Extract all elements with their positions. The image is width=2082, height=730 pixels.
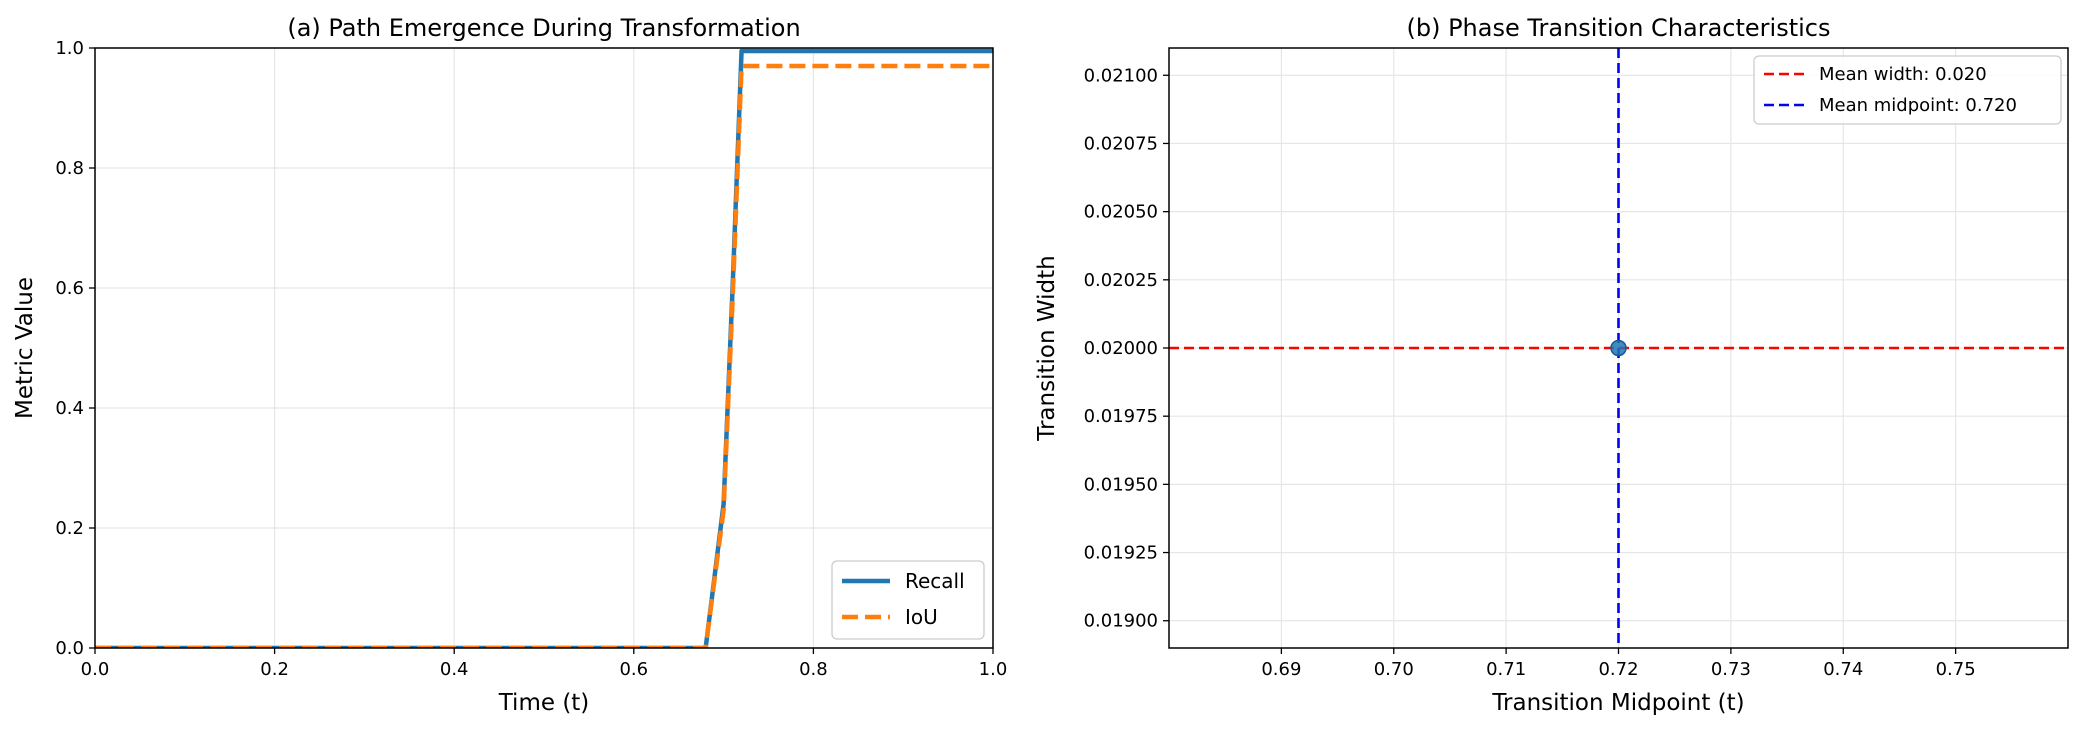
chart-title: (b) Phase Transition Characteristics: [1406, 14, 1830, 42]
series-line-iou: [95, 63, 993, 648]
legend: Mean width: 0.020 Mean midpoint: 0.720: [1753, 55, 2062, 125]
x-tick-label: 0.72: [1598, 659, 1638, 680]
x-axis-label: Time (t): [498, 690, 590, 716]
y-axis-label: Transition Width: [1034, 255, 1060, 441]
y-tick-label: 1.0: [55, 38, 84, 59]
legend-label-recall: Recall: [905, 569, 965, 593]
scatter-point: [1610, 339, 1627, 357]
data-layer: [1169, 48, 2068, 648]
y-tick-label: 0.0: [55, 638, 84, 659]
x-tick-label: 0.73: [1711, 659, 1751, 680]
chart-panel-a: 0.0 0.2 0.4 0.6 0.8 1.0 0.0 0.2 0.4 0.6 0.8 1.0 (a) …: [12, 14, 1007, 716]
x-tick-label: 0.70: [1374, 659, 1414, 680]
legend: Recall IoU: [831, 560, 985, 640]
chart-panel-b: 0.69 0.70 0.71 0.72 0.73 0.74 0.75 0.01900 0.019…: [1034, 14, 2069, 716]
y-tick-label: 0.02100: [1084, 65, 1158, 86]
y-tick-label: 0.6: [55, 278, 84, 299]
x-tick-label: 0.8: [799, 659, 828, 680]
legend-label-0: Mean width: 0.020: [1819, 64, 1987, 85]
legend-label-1: Mean midpoint: 0.720: [1819, 95, 2017, 116]
y-tick-label: 0.2: [55, 518, 84, 539]
x-tick-label: 0.2: [260, 659, 289, 680]
x-tick-label: 1.0: [979, 659, 1008, 680]
legend-box: [1753, 55, 2062, 125]
x-tick-label: 0.0: [81, 659, 110, 680]
x-tick-label: 0.71: [1486, 659, 1526, 680]
x-tick-label: 0.6: [619, 659, 648, 680]
grid: [94, 47, 994, 649]
y-tick-label: 0.02075: [1084, 133, 1158, 154]
x-tick-label: 0.75: [1936, 659, 1976, 680]
chart-title: (a) Path Emergence During Transformation: [287, 14, 800, 42]
y-tick-label: 0.02050: [1084, 202, 1158, 223]
series-line-recall: [95, 48, 993, 648]
y-tick-label: 0.01950: [1084, 474, 1158, 495]
legend-label-iou: IoU: [905, 605, 938, 629]
x-tick-label: 0.69: [1261, 659, 1301, 680]
y-tick-label: 0.01900: [1084, 611, 1158, 632]
x-axis-label: Transition Midpoint (t): [1491, 690, 1744, 716]
y-tick-label: 0.01925: [1084, 543, 1158, 564]
y-tick-label: 0.4: [55, 398, 84, 419]
axes-frame: [94, 47, 994, 649]
data-layer: [95, 48, 993, 648]
axes-frame: [1168, 47, 2069, 649]
y-tick-label: 0.02025: [1084, 270, 1158, 291]
x-tick-label: 0.4: [440, 659, 469, 680]
x-tick-label: 0.74: [1823, 659, 1863, 680]
y-tick-label: 0.02000: [1084, 338, 1158, 359]
y-tick-label: 0.8: [55, 158, 84, 179]
y-axis-label: Metric Value: [12, 277, 38, 419]
y-tick-label: 0.01975: [1084, 406, 1158, 427]
